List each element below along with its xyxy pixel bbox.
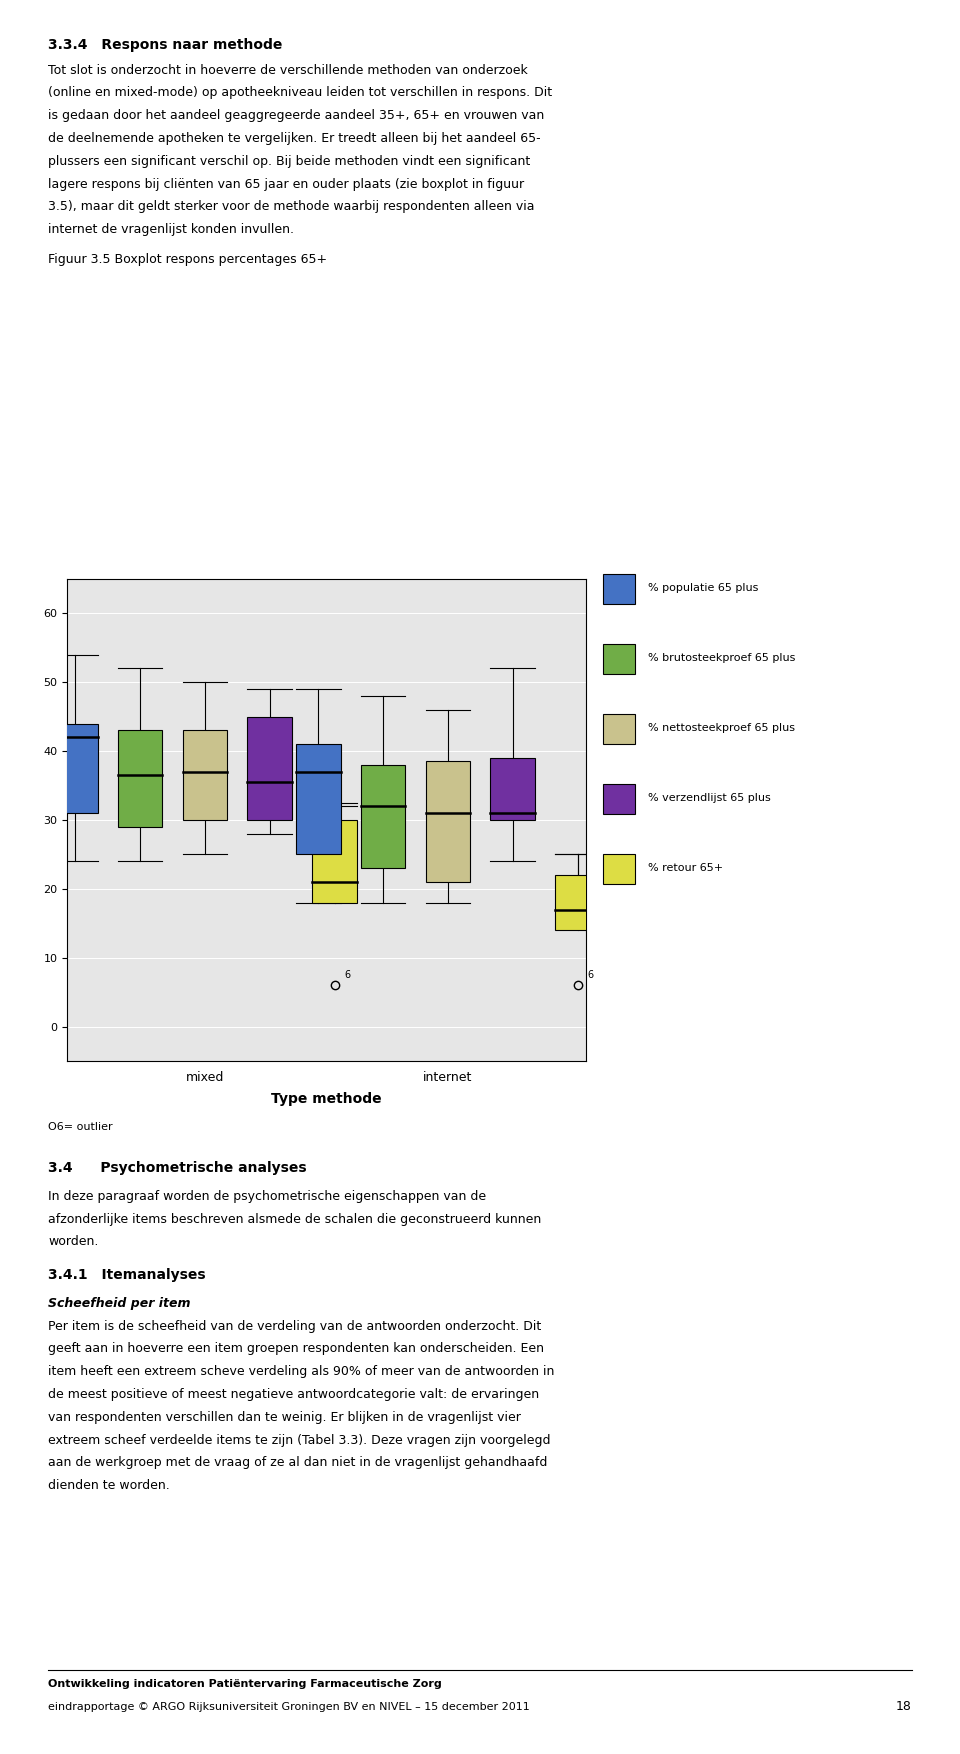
Text: % nettosteekproef 65 plus: % nettosteekproef 65 plus xyxy=(647,723,795,733)
Bar xyxy=(603,784,635,814)
Bar xyxy=(312,821,357,903)
Text: internet de vragenlijst konden invullen.: internet de vragenlijst konden invullen. xyxy=(48,223,294,237)
Text: In deze paragraaf worden de psychometrische eigenschappen van de: In deze paragraaf worden de psychometris… xyxy=(48,1189,486,1203)
Text: 18: 18 xyxy=(896,1700,912,1714)
Bar xyxy=(182,730,228,819)
Bar xyxy=(491,758,535,819)
Bar xyxy=(425,761,470,882)
Text: is gedaan door het aandeel geaggregeerde aandeel 35+, 65+ en vrouwen van: is gedaan door het aandeel geaggregeerde… xyxy=(48,109,544,123)
Text: Tot slot is onderzocht in hoeverre de verschillende methoden van onderzoek: Tot slot is onderzocht in hoeverre de ve… xyxy=(48,63,528,77)
Text: 3.4  Psychometrische analyses: 3.4 Psychometrische analyses xyxy=(48,1161,306,1175)
Text: 3.5), maar dit geldt sterker voor de methode waarbij respondenten alleen via: 3.5), maar dit geldt sterker voor de met… xyxy=(48,200,535,214)
Bar xyxy=(603,714,635,744)
Text: geeft aan in hoeverre een item groepen respondenten kan onderscheiden. Een: geeft aan in hoeverre een item groepen r… xyxy=(48,1342,544,1356)
X-axis label: Type methode: Type methode xyxy=(271,1093,382,1107)
Text: (online en mixed-mode) op apotheekniveau leiden tot verschillen in respons. Dit: (online en mixed-mode) op apotheekniveau… xyxy=(48,86,552,100)
Text: 6: 6 xyxy=(345,970,350,980)
Bar xyxy=(296,744,341,854)
Text: Figuur 3.5 Boxplot respons percentages 65+: Figuur 3.5 Boxplot respons percentages 6… xyxy=(48,253,327,267)
Bar xyxy=(53,723,98,814)
Text: 6: 6 xyxy=(588,970,593,980)
Text: de meest positieve of meest negatieve antwoordcategorie valt: de ervaringen: de meest positieve of meest negatieve an… xyxy=(48,1387,540,1401)
Bar xyxy=(603,574,635,603)
Text: eindrapportage © ARGO Rijksuniversiteit Groningen BV en NIVEL – 15 december 2011: eindrapportage © ARGO Rijksuniversiteit … xyxy=(48,1701,530,1712)
Text: 3.3.4 Respons naar methode: 3.3.4 Respons naar methode xyxy=(48,39,282,53)
Text: afzonderlijke items beschreven alsmede de schalen die geconstrueerd kunnen: afzonderlijke items beschreven alsmede d… xyxy=(48,1212,541,1226)
Text: O6= outlier: O6= outlier xyxy=(48,1121,112,1131)
Text: % retour 65+: % retour 65+ xyxy=(647,863,723,872)
Text: 3.4.1 Itemanalyses: 3.4.1 Itemanalyses xyxy=(48,1268,205,1282)
Text: Scheefheid per item: Scheefheid per item xyxy=(48,1296,190,1310)
Bar xyxy=(361,765,405,868)
Text: de deelnemende apotheken te vergelijken. Er treedt alleen bij het aandeel 65-: de deelnemende apotheken te vergelijken.… xyxy=(48,132,540,146)
Text: van respondenten verschillen dan te weinig. Er blijken in de vragenlijst vier: van respondenten verschillen dan te wein… xyxy=(48,1410,521,1424)
Bar xyxy=(555,875,600,930)
Text: Ontwikkeling indicatoren Patiëntervaring Farmaceutische Zorg: Ontwikkeling indicatoren Patiëntervaring… xyxy=(48,1679,442,1689)
Text: % brutosteekproef 65 plus: % brutosteekproef 65 plus xyxy=(647,652,795,663)
Bar xyxy=(603,644,635,674)
Text: Per item is de scheefheid van de verdeling van de antwoorden onderzocht. Dit: Per item is de scheefheid van de verdeli… xyxy=(48,1319,541,1333)
Text: dienden te worden.: dienden te worden. xyxy=(48,1479,170,1493)
Text: aan de werkgroep met de vraag of ze al dan niet in de vragenlijst gehandhaafd: aan de werkgroep met de vraag of ze al d… xyxy=(48,1456,547,1470)
Text: plussers een significant verschil op. Bij beide methoden vindt een significant: plussers een significant verschil op. Bi… xyxy=(48,154,530,168)
Text: worden.: worden. xyxy=(48,1235,98,1249)
Text: % populatie 65 plus: % populatie 65 plus xyxy=(647,582,757,593)
Text: item heeft een extreem scheve verdeling als 90% of meer van de antwoorden in: item heeft een extreem scheve verdeling … xyxy=(48,1365,554,1379)
Text: extreem scheef verdeelde items te zijn (Tabel 3.3). Deze vragen zijn voorgelegd: extreem scheef verdeelde items te zijn (… xyxy=(48,1433,550,1447)
Bar xyxy=(603,854,635,884)
Bar xyxy=(118,730,162,826)
Text: lagere respons bij cliënten van 65 jaar en ouder plaats (zie boxplot in figuur: lagere respons bij cliënten van 65 jaar … xyxy=(48,177,524,191)
Text: % verzendlijst 65 plus: % verzendlijst 65 plus xyxy=(647,793,770,803)
Bar xyxy=(248,717,292,819)
